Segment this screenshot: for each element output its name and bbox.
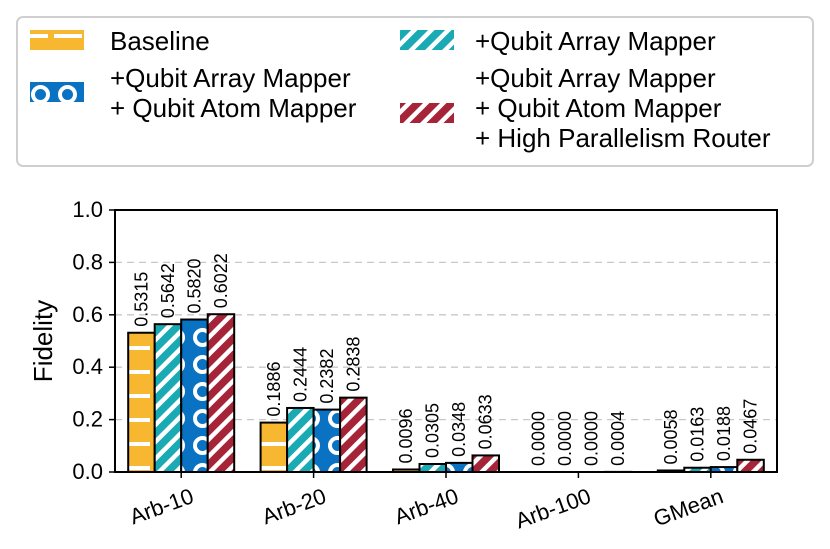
legend-label-parallelism-router: +Qubit Array Mapper + Qubit Atom Mapper … [475,63,771,153]
y-tick-label: 0.6 [72,302,103,327]
x-tick-label: Arb-10 [126,483,197,529]
legend-swatch-array-mapper [400,30,454,50]
x-tick-label: Arb-20 [259,483,330,529]
bar-value-label: 0.0305 [423,403,443,458]
bar-value-label: 0.1886 [264,362,284,417]
bar-gmean-series-4 [736,458,765,473]
x-tick-label: Arb-100 [512,483,594,533]
legend-frame [16,16,814,167]
bar-arb-40-series-3 [445,461,474,473]
bar-value-label: 0.0163 [688,407,708,462]
bar-arb-20-series-1 [259,421,289,473]
bar-arb-10-series-3 [180,318,209,473]
bar-arb-40-series-4 [471,454,500,474]
bar-arb-20-series-2 [286,406,315,473]
legend-label-array-mapper: +Qubit Array Mapper [475,26,716,56]
y-tick-label: 0.8 [72,249,103,274]
bar-arb-40-series-2 [418,463,447,474]
bar-value-label: 0.6022 [211,253,231,308]
bar-value-label: 0.0000 [555,411,575,466]
bar-value-label: 0.0633 [476,394,496,449]
bar-arb-20-series-3 [312,408,342,474]
chart-legend: Baseline +Qubit Array Mapper +Qubit Arra… [16,16,814,167]
bar-value-label: 0.0000 [529,411,549,466]
bar-value-label: 0.2444 [290,347,310,402]
bar-value-label: 0.0348 [449,402,469,457]
bar-value-label: 0.2838 [343,337,363,392]
bar-arb-20-series-4 [339,396,368,474]
bar-value-label: 0.2382 [317,349,337,404]
bar-arb-10-series-2 [153,323,183,473]
legend-swatch-parallelism-router [400,103,454,123]
y-tick-label: 0.0 [72,459,103,484]
bar-value-label: 0.0000 [582,411,602,466]
legend-swatch-baseline [30,30,84,50]
bar-value-label: 0.0467 [741,399,761,454]
legend-label-atom-mapper: +Qubit Array Mapper + Qubit Atom Mapper [110,63,358,123]
bars [127,313,765,474]
bar-value-label: 0.5642 [158,263,178,318]
legend-swatch-atom-mapper [30,82,84,102]
bar-value-label: 0.0004 [608,411,628,466]
x-tick-label: Arb-40 [391,483,462,529]
plot-frame [114,209,778,473]
bar-arb-10-series-1 [127,331,156,474]
bar-value-label: 0.5820 [184,258,204,313]
value-labels: 0.5315 0.5642 0.5820 0.6022 0.1886 0.2444 0.23… [131,253,760,466]
y-tick-label: 1.0 [72,197,103,222]
bar-value-label: 0.5315 [131,272,151,327]
y-tick-label: 0.4 [72,354,103,379]
bar-value-label: 0.0188 [714,406,734,461]
bar-arb-10-series-4 [206,313,236,473]
x-tick-label: GMean [650,483,726,531]
legend-label-baseline: Baseline [110,26,210,56]
y-axis-title: Fidelity [28,300,58,382]
bar-value-label: 0.0058 [661,409,681,464]
bar-value-label: 0.0096 [396,408,416,463]
y-tick-label: 0.2 [72,407,103,432]
